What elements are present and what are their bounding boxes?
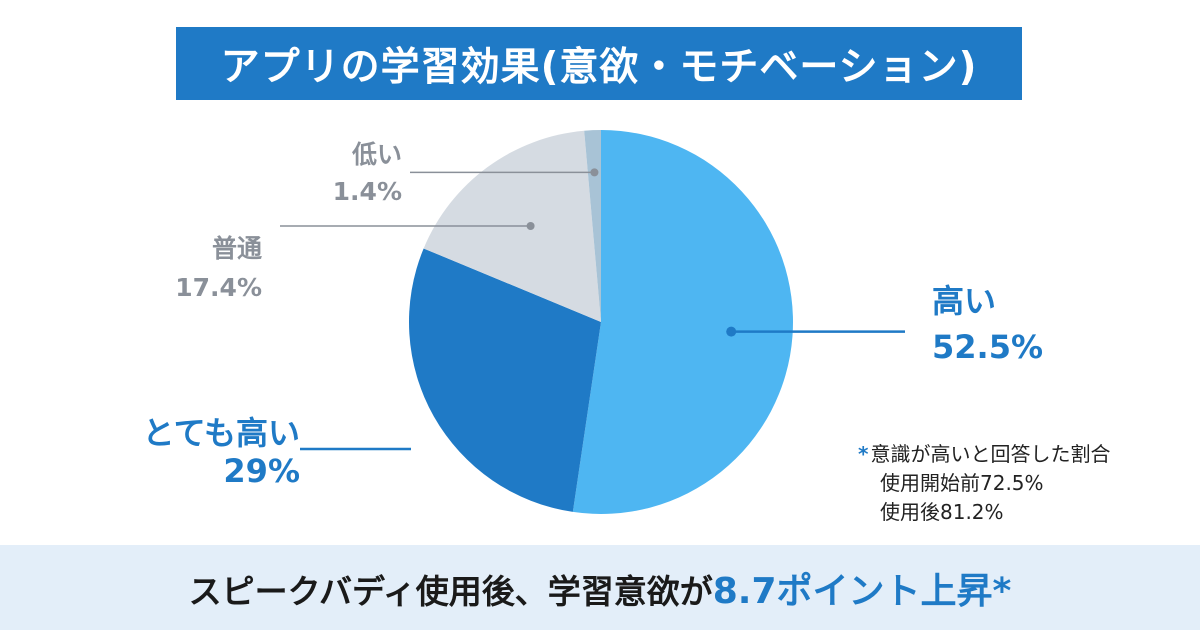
slice-value-label: 29% [223, 452, 300, 490]
footnote: * 意識が高いと回答した割合 使用開始前72.5% 使用後81.2% [858, 440, 1110, 527]
slice-value-label: 17.4% [175, 273, 262, 302]
pie-slice [584, 130, 601, 322]
title-banner: アプリの学習効果(意欲・モチベーション) [176, 27, 1022, 100]
pie-slice [409, 248, 601, 512]
slice-value-label: 52.5% [932, 328, 1043, 366]
footnote-line1: 意識が高いと回答した割合 [870, 442, 1111, 466]
conclusion-prefix: スピークバディ使用後、学習意欲が [188, 571, 713, 611]
slice-value-label: 1.4% [333, 177, 402, 206]
slice-label: 普通 [212, 234, 262, 263]
conclusion-highlight: 8.7ポイント上昇* [712, 570, 1012, 612]
footnote-line3: 使用後81.2% [880, 500, 1004, 524]
leader-dot [726, 326, 737, 337]
pie-slice [572, 130, 793, 514]
footnote-line2: 使用開始前72.5% [880, 471, 1044, 495]
slice-label: 低い [351, 140, 402, 169]
slice-label: 高い [932, 282, 996, 320]
conclusion-banner: スピークバディ使用後、学習意欲が8.7ポイント上昇* [0, 545, 1200, 630]
leader-dot [590, 168, 599, 177]
leader-dot [526, 222, 535, 231]
footnote-star: * [858, 442, 869, 466]
chart-title: アプリの学習効果(意欲・モチベーション) [220, 44, 978, 90]
slice-label: とても高い [143, 414, 300, 452]
